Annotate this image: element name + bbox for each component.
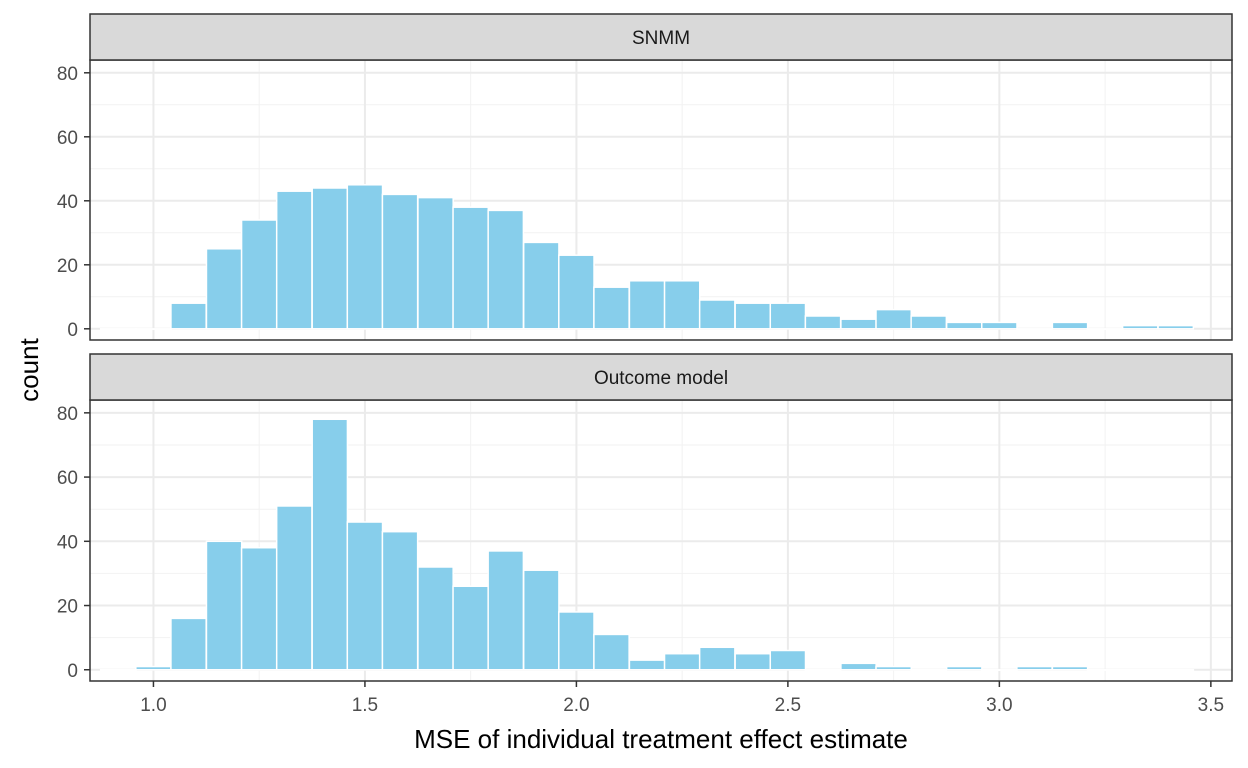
histogram-bar	[522, 241, 560, 330]
histogram-bar	[487, 209, 525, 330]
histogram-bar	[346, 184, 384, 330]
histogram-bar	[698, 299, 736, 330]
histogram-bar	[804, 315, 842, 330]
histogram-bar	[381, 530, 419, 671]
histogram-bar	[135, 665, 172, 671]
histogram-bar	[99, 328, 137, 331]
x-tick-label: 2.0	[563, 695, 589, 716]
histogram-bar	[628, 659, 666, 671]
y-axis-title: count	[14, 337, 44, 401]
histogram-bar	[99, 669, 137, 672]
histogram-bar	[205, 248, 243, 330]
histogram-bar	[840, 318, 877, 330]
histogram-bar	[1016, 328, 1053, 331]
histogram-bar	[452, 206, 490, 330]
histogram-bars	[99, 184, 1195, 331]
y-tick-label: 20	[57, 256, 78, 277]
histogram-bar	[311, 418, 349, 671]
histogram-bar	[910, 669, 948, 672]
y-tick-label: 80	[57, 64, 78, 85]
histogram-bar	[1157, 669, 1195, 672]
y-axis: 0 20 40 60 80	[57, 404, 90, 682]
histogram-bars	[99, 418, 1195, 672]
x-tick-label: 1.0	[140, 695, 166, 716]
histogram-bar	[981, 321, 1018, 330]
y-tick-label: 60	[57, 128, 78, 149]
histogram-bar	[275, 505, 313, 671]
x-axis-title: MSE of individual treatment effect estim…	[414, 724, 908, 754]
histogram-bar	[1121, 669, 1159, 672]
facet-panel-2: Outcome model 0 20 40 60 80	[57, 353, 1233, 682]
histogram-bar	[487, 550, 525, 671]
histogram-bar	[769, 649, 807, 671]
histogram-bar	[945, 665, 983, 671]
y-tick-label: 40	[57, 532, 78, 553]
histogram-bar	[1051, 321, 1089, 330]
y-tick-label: 60	[57, 468, 78, 489]
histogram-bar	[1121, 324, 1159, 330]
histogram-bar	[311, 187, 349, 330]
histogram-bar	[346, 521, 384, 671]
histogram-bar	[804, 669, 842, 672]
histogram-bar	[663, 280, 701, 330]
histogram-bar	[875, 665, 912, 671]
y-tick-label: 80	[57, 404, 78, 425]
histogram-bar	[698, 646, 736, 671]
facet-strip-label: Outcome model	[594, 368, 728, 389]
y-tick-label: 40	[57, 192, 78, 213]
histogram-bar	[981, 669, 1018, 672]
y-tick-label: 20	[57, 597, 78, 618]
histogram-bar	[1086, 669, 1124, 672]
facet-strip	[89, 353, 1233, 401]
histogram-bar	[593, 633, 630, 671]
histogram-bar	[1086, 328, 1124, 331]
histogram-bar	[1051, 665, 1089, 671]
histogram-bar	[734, 652, 772, 671]
histogram-bar	[205, 540, 243, 671]
facet-panel-1: SNMM 0 20 40 60 80	[57, 13, 1233, 341]
histogram-bar	[452, 585, 490, 671]
x-tick-label: 3.5	[1198, 695, 1224, 716]
histogram-bar	[875, 308, 912, 330]
histogram-bar	[945, 321, 983, 330]
facet-strip-label: SNMM	[632, 28, 690, 49]
histogram-bar	[417, 566, 454, 671]
panels-layer: SNMM 0 20 40 60 80 Outcome model 0 20 40 60 80	[57, 13, 1233, 682]
x-tick-label: 3.0	[986, 695, 1012, 716]
histogram-bar	[170, 617, 207, 671]
x-tick-label: 2.5	[775, 695, 801, 716]
y-axis: 0 20 40 60 80	[57, 64, 90, 341]
histogram-bar	[1016, 665, 1053, 671]
histogram-bar	[381, 193, 419, 330]
histogram-bar	[734, 302, 772, 330]
histogram-bar	[135, 328, 172, 331]
histogram-bar	[417, 196, 454, 330]
histogram-bar	[628, 280, 666, 330]
x-axis: 1.0 1.5 2.0 2.5 3.0 3.5	[140, 681, 1224, 716]
histogram-bar	[240, 546, 278, 671]
y-tick-label: 0	[67, 661, 78, 682]
histogram-bar	[769, 302, 807, 330]
histogram-bar	[663, 652, 701, 671]
histogram-bar	[840, 662, 877, 671]
y-tick-label: 0	[67, 320, 78, 341]
histogram-bar	[240, 219, 278, 330]
histogram-bar	[558, 611, 595, 671]
histogram-bar	[910, 315, 948, 330]
histogram-bar	[593, 286, 630, 330]
x-tick-label: 1.5	[352, 695, 378, 716]
histogram-bar	[522, 569, 560, 671]
histogram-bar	[1157, 324, 1195, 330]
facet-strip	[89, 13, 1233, 61]
histogram-bar	[275, 190, 313, 330]
histogram-bar	[558, 254, 595, 330]
histogram-bar	[170, 302, 207, 330]
